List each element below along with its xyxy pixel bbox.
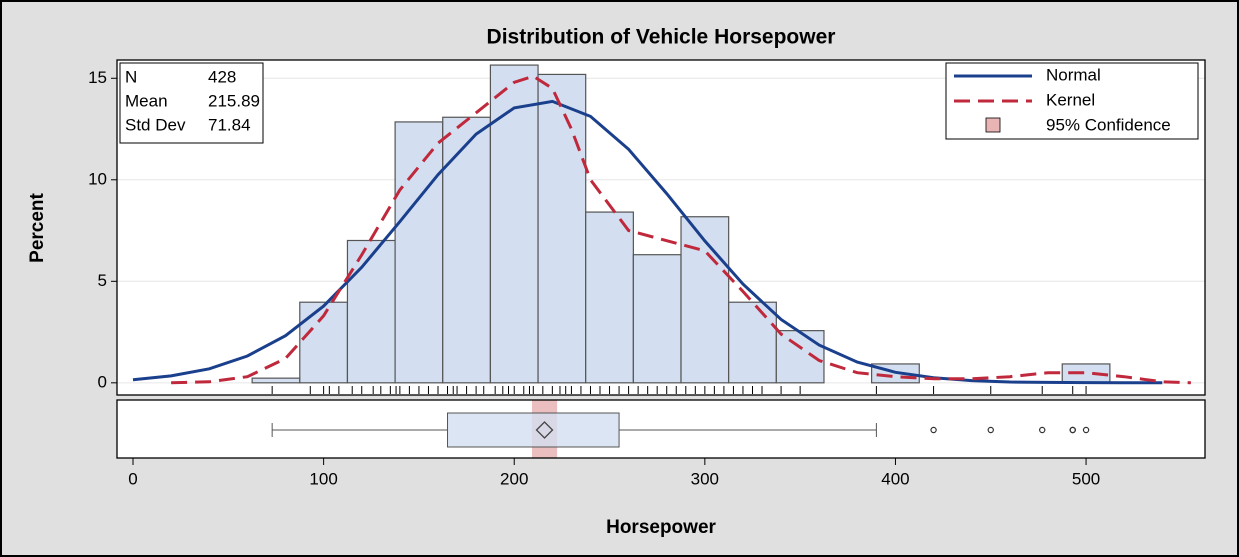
inset-value: 428 [208, 67, 236, 86]
inset-label: Std Dev [125, 115, 186, 134]
bar [680, 216, 730, 384]
inset-value: 71.84 [208, 115, 251, 134]
x-tick-label: 200 [500, 469, 528, 488]
bar [394, 121, 444, 384]
y-tick-label: 5 [98, 271, 107, 290]
y-tick-label: 10 [88, 169, 107, 188]
bar [632, 254, 682, 384]
legend-label: Kernel [1046, 90, 1095, 109]
legend-label: Normal [1046, 65, 1101, 84]
bar [346, 239, 396, 384]
x-tick-label: 500 [1072, 469, 1100, 488]
outlier [930, 426, 937, 434]
y-tick-label: 0 [98, 372, 107, 391]
bar [489, 64, 539, 384]
inset-label: Mean [125, 91, 168, 110]
box-panel [117, 400, 1205, 458]
y-axis-label: Percent [27, 192, 48, 262]
inset-label: N [125, 67, 137, 86]
bar [585, 211, 634, 384]
outlier [1039, 426, 1046, 434]
plot-frame [116, 59, 1206, 396]
density-curve [132, 99, 1163, 385]
x-axis-label: Horsepower [606, 517, 716, 538]
legend-swatch [985, 117, 1001, 133]
outlier [1082, 426, 1090, 434]
bar [537, 73, 587, 384]
bar [251, 377, 301, 384]
bar [775, 330, 825, 384]
x-tick-label: 400 [881, 469, 909, 488]
outlier [1069, 426, 1076, 434]
y-tick-label: 15 [88, 68, 107, 87]
box-frame [116, 399, 1206, 459]
chart-title: Distribution of Vehicle Horsepower [487, 26, 836, 49]
x-tick-label: 0 [128, 469, 137, 488]
bar [728, 301, 777, 384]
legend-label: 95% Confidence [1046, 115, 1171, 134]
density-curve [171, 74, 1191, 385]
x-tick-label: 100 [309, 469, 337, 488]
inset-value: 215.89 [208, 91, 260, 110]
x-tick-label: 300 [691, 469, 719, 488]
bar [442, 116, 492, 384]
mean-marker [535, 421, 554, 439]
outlier [987, 426, 994, 434]
inset-box [119, 62, 264, 144]
box [447, 412, 620, 448]
